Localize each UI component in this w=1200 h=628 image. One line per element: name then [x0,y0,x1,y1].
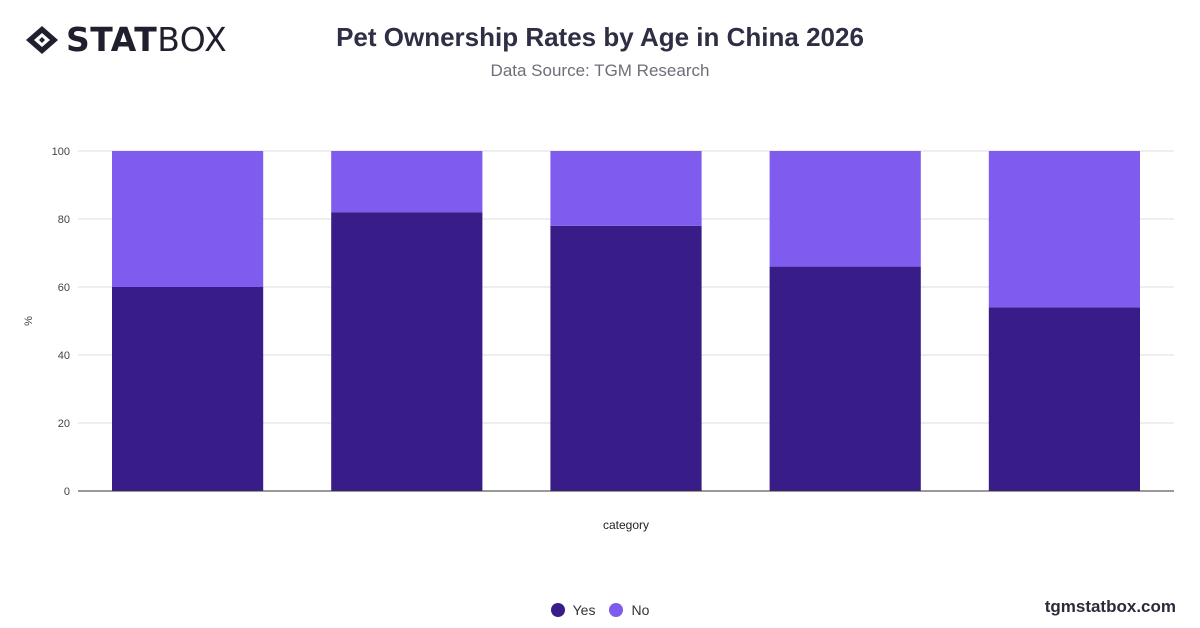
legend-swatch-yes [550,603,565,617]
legend: Yes No [0,602,1200,618]
y-tick-label: 100 [52,146,70,158]
bar-segment-yes[interactable] [112,287,264,491]
bar-segment-no[interactable] [988,151,1140,308]
legend-label-yes: Yes [572,602,596,618]
bar-segment-no[interactable] [550,151,702,226]
logo-wordmark: STATBOX [66,20,228,59]
bar-segment-no[interactable] [112,151,264,287]
y-axis-ticks: 0 20 40 60 80 100 [52,146,70,498]
chart-subtitle: Data Source: TGM Research [490,61,710,80]
bar-segment-yes[interactable] [331,212,483,491]
stacked-bar-chart: 0 20 40 60 80 100 category % [23,146,1174,532]
bar-segment-yes[interactable] [550,225,702,492]
legend-swatch-no [609,603,624,617]
legend-label-no: No [631,602,650,618]
statbox-logo: STATBOX [24,22,227,58]
bar-segment-no[interactable] [769,151,921,267]
y-tick-label: 20 [58,418,70,430]
statbox-logo-icon [26,26,58,54]
chart-title: Pet Ownership Rates by Age in China 2026 [336,22,864,52]
bar-segment-yes[interactable] [988,307,1140,491]
y-tick-label: 80 [58,214,70,226]
y-tick-label: 40 [58,350,70,362]
bars [112,151,1140,492]
bar-segment-no[interactable] [331,151,483,213]
y-axis-title: % [23,316,35,326]
y-tick-label: 60 [58,282,70,294]
x-axis-title: category [603,518,649,532]
bar-segment-yes[interactable] [769,266,921,491]
y-tick-label: 0 [64,486,70,498]
legend-item-yes[interactable]: Yes [550,602,596,618]
legend-item-no[interactable]: No [609,602,649,618]
footer-brand-url[interactable]: tgmstatbox.com [1044,597,1176,616]
